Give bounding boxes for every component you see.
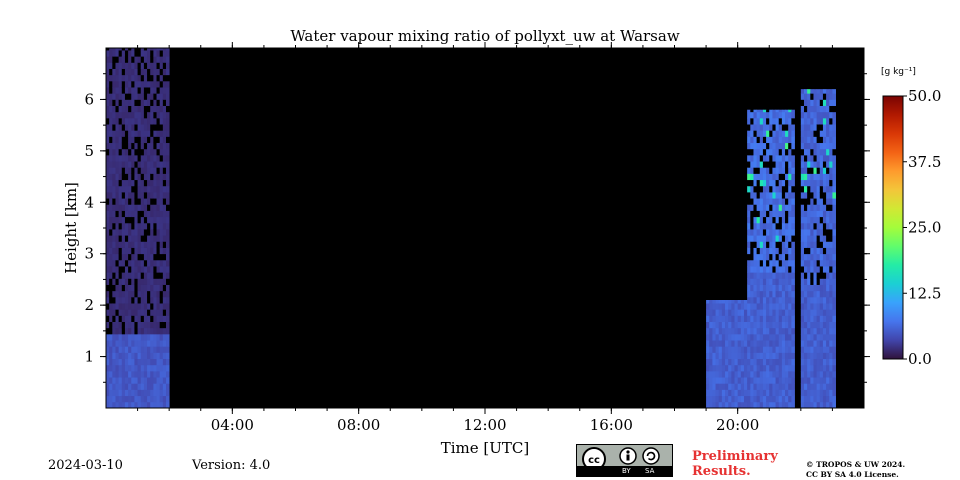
x-tick-label: 16:00 bbox=[590, 416, 633, 434]
date-label: 2024-03-10 bbox=[48, 458, 123, 473]
colorbar-tick-label: 37.5 bbox=[908, 153, 941, 171]
cc-by-label: BY bbox=[622, 467, 631, 475]
plot-frame bbox=[105, 47, 865, 409]
y-tick-label: 4 bbox=[84, 193, 94, 211]
colorbar-tick-label: 0.0 bbox=[908, 350, 932, 368]
cc-by-sa-license-icon: cc bbox=[582, 447, 660, 471]
y-tick-label: 6 bbox=[84, 90, 94, 108]
x-tick-label: 20:00 bbox=[716, 416, 759, 434]
colorbar-tick-label: 25.0 bbox=[908, 219, 941, 237]
svg-text:cc: cc bbox=[588, 455, 600, 466]
preliminary-results-label: Preliminary Results. bbox=[692, 449, 778, 479]
x-tick-label: 08:00 bbox=[337, 416, 380, 434]
data-segment-1 bbox=[106, 48, 170, 409]
data-segment-2 bbox=[706, 300, 748, 409]
colorbar bbox=[882, 95, 904, 360]
colorbar-tick-label: 12.5 bbox=[908, 284, 941, 302]
cc-license-badge[interactable]: cc BY SA bbox=[576, 444, 673, 477]
cc-sa-label: SA bbox=[645, 467, 655, 475]
copyright-notice: © TROPOS & UW 2024. CC BY SA 4.0 License… bbox=[806, 460, 906, 479]
data-segment-4 bbox=[800, 89, 836, 409]
x-tick-label: 12:00 bbox=[463, 416, 506, 434]
colorbar-unit-label: [g kg⁻¹] bbox=[881, 67, 916, 77]
chart-title: Water vapour mixing ratio of pollyxt_uw … bbox=[290, 27, 680, 45]
y-tick-label: 1 bbox=[84, 348, 94, 366]
data-segment-3 bbox=[747, 109, 795, 409]
y-axis-label: Height [km] bbox=[62, 182, 80, 274]
colorbar-tick-label: 50.0 bbox=[908, 87, 941, 105]
x-tick-label: 04:00 bbox=[211, 416, 254, 434]
x-axis-label: Time [UTC] bbox=[441, 439, 530, 457]
y-tick-label: 3 bbox=[84, 245, 94, 263]
version-label: Version: 4.0 bbox=[192, 458, 271, 473]
y-tick-label: 2 bbox=[84, 296, 94, 314]
y-tick-label: 5 bbox=[84, 142, 94, 160]
